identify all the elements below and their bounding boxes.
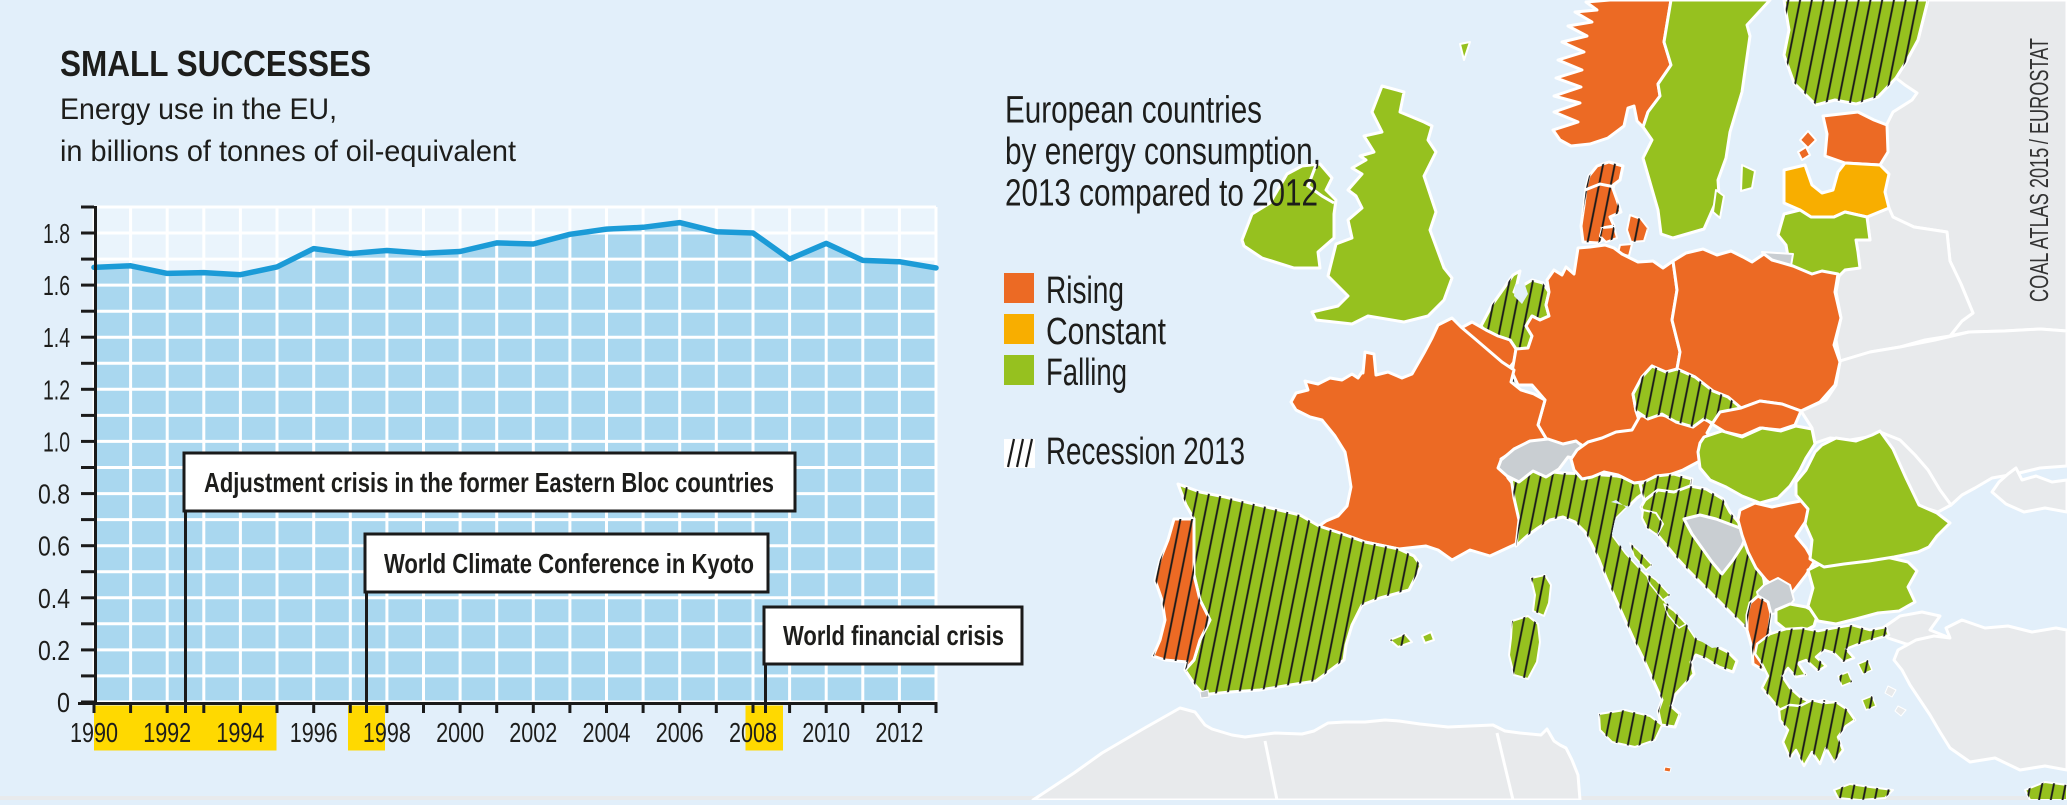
svg-text:2010: 2010 [802,717,850,748]
svg-text:2013 compared to 2012: 2013 compared to 2012 [1005,173,1318,215]
svg-text:1.0: 1.0 [43,426,70,457]
svg-text:1998: 1998 [363,717,411,748]
svg-text:World Climate Conference in Ky: World Climate Conference in Kyoto [384,548,754,579]
svg-text:1.8: 1.8 [43,218,70,249]
svg-text:1.4: 1.4 [43,322,70,353]
svg-text:0.4: 0.4 [38,583,70,614]
svg-text:2000: 2000 [436,717,484,748]
svg-text:in billions of tonnes of oil-e: in billions of tonnes of oil-equivalent [60,135,517,168]
svg-text:2002: 2002 [509,717,557,748]
svg-text:0: 0 [57,687,70,718]
svg-text:1.6: 1.6 [43,270,70,301]
svg-text:World financial crisis: World financial crisis [783,620,1004,651]
svg-text:1996: 1996 [290,717,338,748]
svg-text:by energy consumption,: by energy consumption, [1005,131,1321,173]
svg-text:1.2: 1.2 [43,374,70,405]
svg-text:Energy use in the EU,: Energy use in the EU, [60,93,337,126]
svg-text:Recession 2013: Recession 2013 [1046,431,1245,473]
svg-text:Falling: Falling [1046,352,1127,394]
svg-text:Constant: Constant [1046,311,1166,353]
svg-text:1990: 1990 [70,717,118,748]
svg-text:2006: 2006 [656,717,704,748]
svg-text:COAL ATLAS 2015 / EUROSTAT: COAL ATLAS 2015 / EUROSTAT [2024,38,2054,302]
svg-text:0.6: 0.6 [38,531,70,562]
svg-text:Rising: Rising [1046,270,1124,312]
svg-text:2012: 2012 [875,717,923,748]
svg-text:2008: 2008 [729,717,777,748]
svg-text:1992: 1992 [143,717,191,748]
svg-text:2004: 2004 [583,717,631,748]
svg-text:Adjustment crisis in the forme: Adjustment crisis in the former Eastern … [204,467,774,498]
svg-text:0.8: 0.8 [38,479,70,510]
svg-text:1994: 1994 [216,717,264,748]
svg-text:0.2: 0.2 [38,635,70,666]
svg-text:European countries: European countries [1005,90,1262,132]
svg-text:SMALL SUCCESSES: SMALL SUCCESSES [60,43,371,84]
